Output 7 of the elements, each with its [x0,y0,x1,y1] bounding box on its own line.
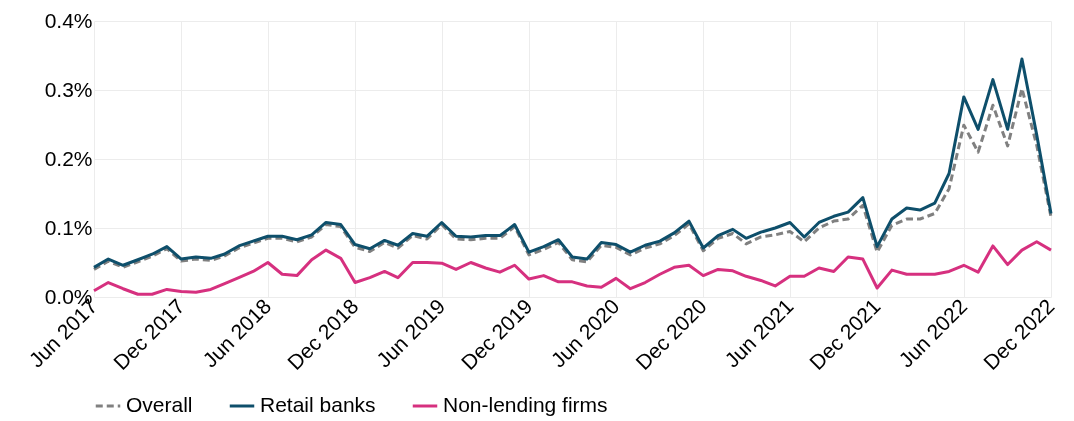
y-tick-label: 0.2% [44,146,93,170]
legend-label: Overall [126,393,193,416]
legend-label: Retail banks [260,393,376,416]
y-tick-label: 0.4% [44,8,93,32]
y-tick-label: 0.3% [44,77,93,101]
y-tick-label: 0.1% [44,215,93,239]
legend-label: Non-lending firms [443,393,608,416]
